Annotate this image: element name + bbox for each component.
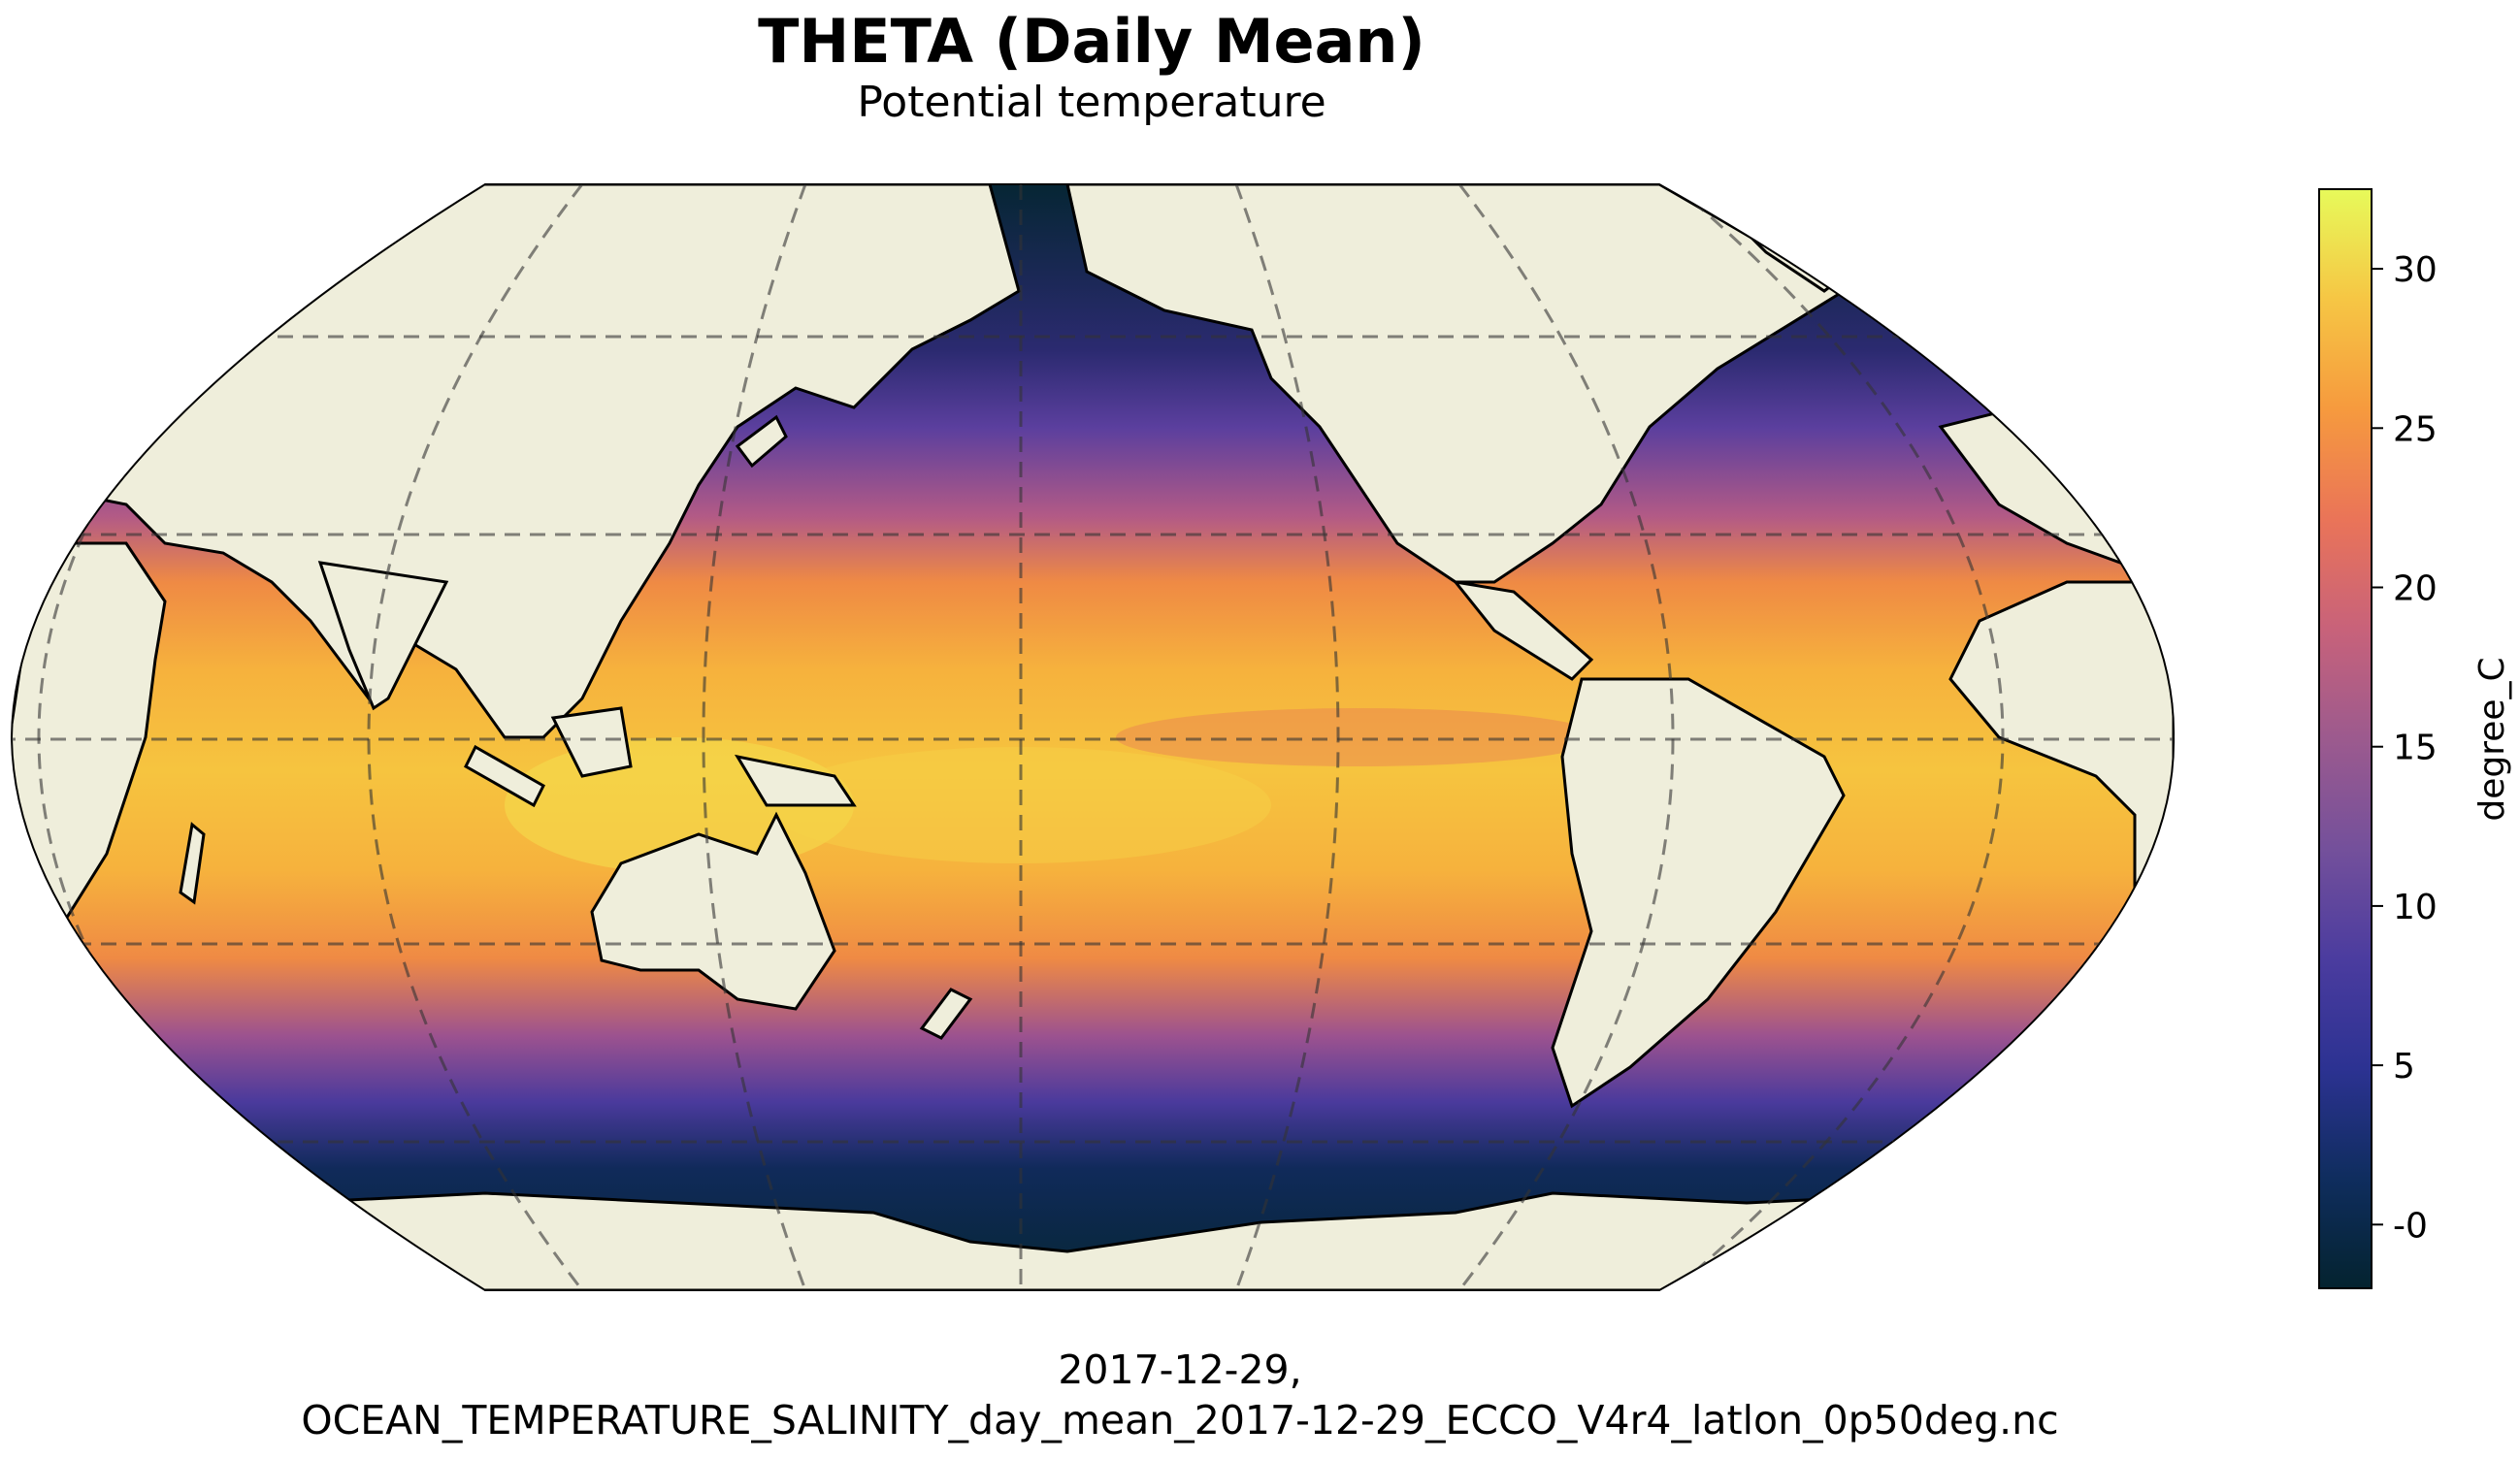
colorbar-tick-label: -0 [2393, 1206, 2428, 1246]
colorbar-tick-label: 20 [2393, 569, 2438, 609]
lon-line [367, 184, 584, 1290]
map-subtitle: Potential temperature [857, 78, 1326, 127]
colorbar-tick-label: 25 [2393, 409, 2438, 449]
lon-line [1457, 184, 1675, 1290]
colorbar: -0 5 10 15 20 25 30 degree_C [2318, 188, 2512, 1289]
map-title: THETA (Daily Mean) [758, 6, 1425, 77]
colorbar-tick-label: 15 [2393, 729, 2438, 768]
colorbar-ramp [2318, 188, 2373, 1289]
new-zealand [919, 988, 973, 1040]
sumatra [464, 744, 545, 808]
footer-date: 2017-12-29, [1058, 1346, 1302, 1393]
lon-line [1234, 184, 1340, 1290]
north-america [1065, 184, 1847, 584]
lon-line [1672, 184, 2005, 1290]
colorbar-ticks: -0 5 10 15 20 25 30 [2372, 250, 2438, 1246]
warm-pool [767, 747, 1271, 863]
japan [735, 414, 788, 469]
central-america [1452, 579, 1594, 681]
madagascar [179, 822, 206, 905]
colorbar-label: degree_C [2472, 657, 2512, 821]
india [317, 561, 449, 711]
globe [12, 184, 2175, 1290]
new-guinea [734, 754, 857, 807]
cold-tongue [1116, 708, 1601, 766]
borneo [550, 706, 633, 778]
footer-filename: OCEAN_TEMPERATURE_SALINITY_day_mean_2017… [301, 1397, 2059, 1444]
lon-line [702, 184, 807, 1290]
colorbar-tick-label: 5 [2393, 1047, 2415, 1087]
colorbar-tick-label: 10 [2393, 888, 2438, 927]
colorbar-tick-label: 30 [2393, 250, 2438, 290]
antarctica [12, 1182, 2175, 1290]
globe-outline [10, 183, 2176, 1291]
